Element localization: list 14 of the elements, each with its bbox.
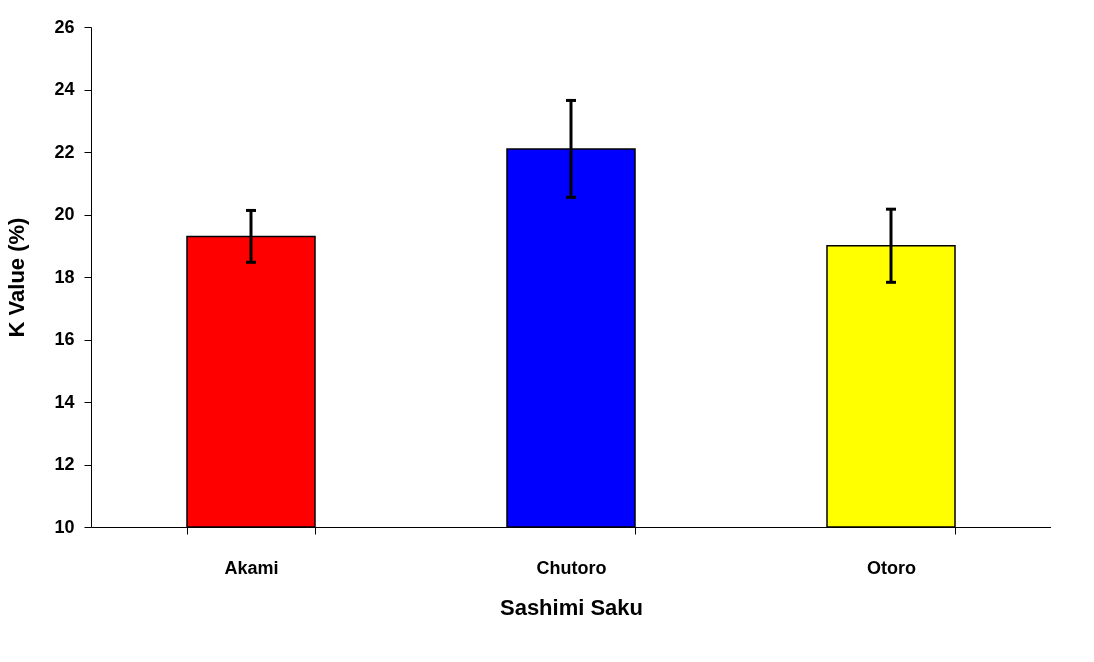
x-tick-label: Akami [224, 557, 279, 578]
x-axis-title: Sashimi Saku [499, 594, 644, 620]
x-tick-label: Otoro [867, 557, 916, 578]
x-tick-label: Chutoro [536, 557, 607, 578]
y-tick-label: 16 [54, 329, 75, 349]
y-tick-label: 24 [54, 79, 75, 99]
y-axis-title: K Value (%) [4, 217, 30, 338]
y-tick-label: 12 [54, 454, 75, 474]
y-tick-label: 14 [54, 391, 75, 412]
y-tick-label: 22 [54, 141, 75, 162]
y-tick-label: 20 [54, 204, 75, 224]
y-tick-label: 18 [54, 266, 75, 287]
y-tick-label: 26 [54, 16, 75, 37]
y-tick-label: 10 [54, 516, 75, 537]
